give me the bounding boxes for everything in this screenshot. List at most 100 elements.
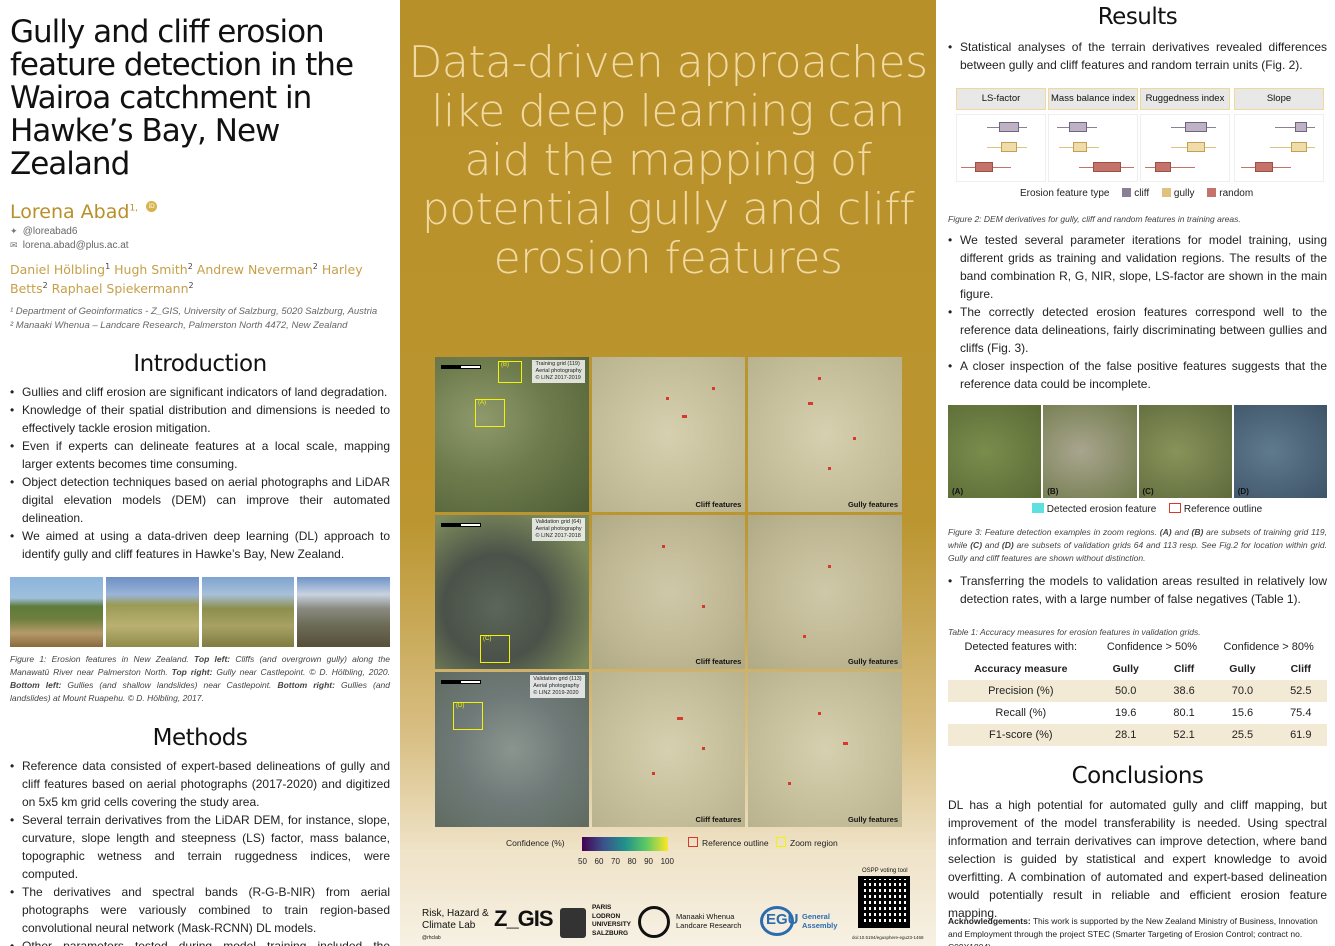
conclusions-heading: Conclusions bbox=[1071, 763, 1204, 789]
coauthor-name[interactable]: Harley Betts bbox=[10, 262, 363, 297]
zgis-logo[interactable]: Z_GIS bbox=[494, 906, 554, 931]
table-cell: 25.5 bbox=[1210, 724, 1275, 746]
box-gully bbox=[1291, 142, 1307, 152]
twitter-icon: ✦ bbox=[10, 226, 18, 236]
methods-list: Reference data consisted of expert-based… bbox=[10, 757, 390, 946]
coauthors: Daniel Hölbling1 Hugh Smith2 Andrew Neve… bbox=[10, 259, 390, 297]
gully-tile-row2: Gully features bbox=[748, 514, 902, 670]
center-panel: Data-driven approaches like deep learnin… bbox=[400, 0, 936, 946]
rhcl-logo[interactable]: Risk, Hazard & Climate Lab bbox=[422, 908, 489, 931]
grid-source: Aerial photography bbox=[533, 683, 580, 690]
reference-label: Reference outline bbox=[1183, 504, 1263, 515]
caption-part: are subsets of training grid 119, while bbox=[948, 527, 1328, 550]
caption-part: Gullies (and landslides) at Mount Ruapeh… bbox=[10, 680, 391, 704]
table-group-cell: Detected features with: bbox=[964, 641, 1078, 653]
list-item: A closer inspection of the false positiv… bbox=[948, 357, 1327, 393]
box-gully bbox=[1073, 142, 1087, 152]
mw-logo[interactable]: Manaaki Whenua Landcare Research bbox=[676, 912, 741, 930]
plus-logo[interactable]: PARIS LODRON UNIVERSITY SALZBURG bbox=[592, 904, 631, 938]
confidence-tick: 90 bbox=[644, 857, 653, 866]
logo-line: Assembly bbox=[802, 921, 838, 930]
cliff-features-label: Cliff features bbox=[695, 499, 742, 509]
table-header-cell: Accuracy measure bbox=[974, 663, 1068, 675]
reference-outline-swatch bbox=[688, 837, 698, 847]
list-item: Even if experts can delineate features a… bbox=[10, 437, 390, 473]
twitter-text: @loreabad6 bbox=[22, 226, 78, 237]
coauthor-sup: 2 bbox=[188, 281, 194, 291]
table-cell: 38.6 bbox=[1157, 680, 1211, 702]
caption-part: are subsets of validation grids 64 and 1… bbox=[948, 540, 1327, 563]
zoom-region-d[interactable]: (D) bbox=[453, 702, 483, 731]
legend-swatch-cliff bbox=[1122, 188, 1132, 197]
orcid-icon[interactable]: iD bbox=[146, 201, 158, 212]
figure3-legend: Detected erosion feature Reference outli… bbox=[1032, 503, 1262, 515]
zoom-tile-label: (B) bbox=[1047, 487, 1059, 496]
list-item: Object detection techniques based on aer… bbox=[10, 473, 390, 527]
caption-part: Top left: bbox=[194, 654, 231, 665]
detection-mark bbox=[651, 772, 655, 776]
introduction-heading: Introduction bbox=[133, 351, 267, 378]
coauthor-name[interactable]: Hugh Smith bbox=[114, 262, 188, 278]
twitter-handle[interactable]: ✦ @loreabad6 bbox=[10, 226, 390, 237]
methods-heading: Methods bbox=[152, 725, 248, 752]
scale-bar bbox=[441, 365, 481, 369]
detection-mark bbox=[828, 564, 832, 568]
zoom-region-a[interactable]: (A) bbox=[475, 399, 505, 427]
egu-subtitle: General Assembly bbox=[802, 912, 837, 930]
reference-outline-label: Reference outline bbox=[702, 838, 769, 848]
ack-text: This work is supported by the New Zealan… bbox=[948, 916, 1318, 946]
gully-tile-row3: Gully features bbox=[748, 672, 902, 827]
photo-cliffs bbox=[10, 577, 103, 648]
caption-part: (B) bbox=[1191, 527, 1204, 537]
qr-code-icon[interactable] bbox=[858, 876, 910, 928]
egu-logo[interactable]: EGU bbox=[766, 911, 799, 928]
coauthor-sup: 1 bbox=[105, 262, 111, 271]
scale-bar bbox=[441, 680, 481, 685]
map-grid: Training grid (119) Aerial photography © L… bbox=[435, 357, 902, 827]
box-cliff bbox=[999, 122, 1019, 132]
caption-part: Gullies (and shallow landslides) near Ca… bbox=[61, 680, 278, 691]
detection-mark bbox=[853, 437, 857, 440]
list-item: Reference data consisted of expert-based… bbox=[10, 757, 390, 811]
confidence-colorbar bbox=[582, 837, 668, 851]
table-header-cell: Gully bbox=[1112, 663, 1139, 675]
detection-mark bbox=[803, 634, 807, 638]
coauthor-name[interactable]: Raphael Spiekermann bbox=[51, 281, 189, 297]
zoom-region-c[interactable]: (C) bbox=[480, 634, 510, 663]
figure3-tiles: (A) (B) (C) (D) bbox=[948, 405, 1327, 498]
zoom-tile-b: (B) bbox=[1043, 405, 1137, 498]
confidence-label: Confidence (%) bbox=[506, 838, 565, 848]
caption-part: Cliffs (and overgrown gully) along the M… bbox=[10, 654, 391, 678]
zoom-region-swatch bbox=[776, 837, 786, 847]
left-column: Gully and cliff erosion feature detectio… bbox=[0, 0, 400, 946]
detection-mark bbox=[818, 712, 822, 716]
coauthor-name[interactable]: Andrew Neverman bbox=[196, 262, 313, 278]
facet-ruggedness: Ruggedness index bbox=[1140, 88, 1230, 110]
egu-globe-icon bbox=[760, 906, 794, 936]
doi-label[interactable]: doi:10.5194/egusphere-egu23-1468 bbox=[852, 935, 924, 940]
mw-logo-icon bbox=[638, 906, 670, 938]
list-item: Statistical analyses of the terrain deri… bbox=[948, 38, 1327, 74]
cliff-features-label: Cliff features bbox=[695, 657, 742, 667]
photo-gullies-landslides bbox=[201, 577, 295, 648]
coauthor-name[interactable]: Daniel Hölbling bbox=[10, 262, 106, 278]
table-cell: 52.5 bbox=[1274, 680, 1327, 702]
zoom-region-b[interactable]: (B) bbox=[498, 361, 522, 383]
email-contact[interactable]: ✉ lorena.abad@plus.ac.at bbox=[10, 240, 390, 251]
ack-label: Acknowledgements: bbox=[948, 916, 1031, 926]
whisker-random bbox=[1079, 167, 1134, 168]
zoom-label: (A) bbox=[478, 400, 486, 406]
detection-mark bbox=[701, 747, 705, 751]
legend-gully: gully bbox=[1173, 188, 1195, 199]
zoom-label: (D) bbox=[456, 703, 465, 710]
confidence-tick: 70 bbox=[611, 857, 620, 866]
table-cell: Precision (%) bbox=[948, 680, 1094, 702]
whisker-random bbox=[1241, 167, 1291, 168]
whisker-gully bbox=[1059, 147, 1099, 148]
box-gully bbox=[1187, 142, 1205, 152]
map-legend: Confidence (%) 50 60 70 80 90 100 Reference o… bbox=[400, 835, 936, 866]
table-column-header: Accuracy measure Gully Cliff Gully Cliff bbox=[948, 658, 1327, 680]
table-header-cell: Cliff bbox=[1290, 663, 1311, 675]
table-group-header: Detected features with: Confidence > 50%… bbox=[948, 636, 1327, 658]
table-cell: 52.1 bbox=[1157, 724, 1211, 746]
